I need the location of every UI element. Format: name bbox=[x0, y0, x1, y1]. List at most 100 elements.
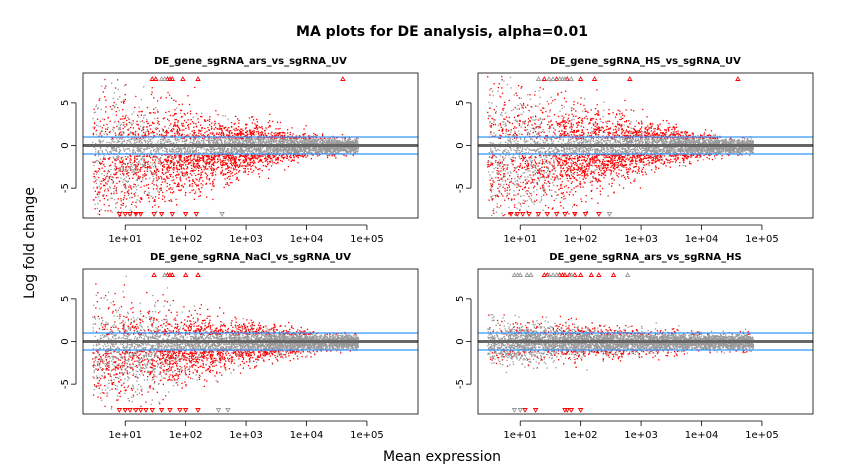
sig-gene-point bbox=[117, 158, 119, 161]
ns-gene-point bbox=[160, 163, 162, 165]
ns-gene-point bbox=[97, 160, 99, 162]
ns-gene-point bbox=[237, 149, 239, 151]
sig-gene-point bbox=[237, 132, 239, 134]
ns-gene-point bbox=[236, 151, 239, 153]
ns-gene-point bbox=[215, 141, 217, 143]
ns-gene-point bbox=[227, 118, 229, 120]
ns-gene-point bbox=[236, 148, 238, 150]
ns-gene-point bbox=[341, 138, 343, 140]
ns-gene-point bbox=[344, 154, 346, 157]
ns-gene-point bbox=[188, 152, 190, 154]
ns-gene-point bbox=[172, 151, 174, 153]
sig-gene-point bbox=[221, 169, 224, 171]
ns-gene-point bbox=[218, 142, 220, 144]
sig-gene-point bbox=[197, 160, 199, 162]
sig-gene-point bbox=[208, 137, 210, 139]
ns-gene-point bbox=[305, 139, 308, 141]
ns-gene-point bbox=[273, 151, 275, 153]
sig-gene-point bbox=[213, 124, 216, 126]
sig-gene-point bbox=[198, 189, 200, 191]
sig-gene-point bbox=[186, 171, 188, 174]
ns-gene-point bbox=[310, 150, 312, 152]
ns-gene-point bbox=[194, 139, 196, 141]
sig-gene-point bbox=[214, 120, 216, 122]
ns-gene-point bbox=[224, 115, 227, 117]
sig-gene-point bbox=[197, 121, 200, 123]
sig-gene-point bbox=[120, 200, 122, 202]
sig-gene-point bbox=[239, 155, 242, 158]
ns-gene-point bbox=[306, 142, 308, 144]
sig-gene-point bbox=[139, 212, 141, 214]
sig-gene-point bbox=[234, 173, 236, 175]
sig-gene-point bbox=[304, 133, 306, 135]
sig-gene-point bbox=[181, 137, 183, 139]
sig-gene-point bbox=[211, 127, 213, 129]
ns-gene-point bbox=[343, 138, 346, 140]
sig-gene-point bbox=[244, 158, 247, 160]
ns-gene-point bbox=[158, 152, 160, 154]
sig-gene-point bbox=[213, 179, 215, 181]
ns-gene-point bbox=[220, 149, 222, 151]
ns-gene-point bbox=[308, 149, 310, 151]
sig-gene-point bbox=[210, 189, 213, 191]
sig-gene-point bbox=[197, 184, 199, 186]
ns-gene-point bbox=[178, 147, 180, 149]
ns-gene-point bbox=[271, 140, 273, 143]
ns-gene-point bbox=[232, 140, 234, 142]
sig-gene-point bbox=[206, 130, 208, 133]
ns-gene-point bbox=[139, 149, 142, 152]
sig-gene-point bbox=[148, 155, 151, 157]
sig-gene-point bbox=[252, 156, 254, 158]
sig-gene-point bbox=[184, 194, 186, 196]
sig-gene-point bbox=[252, 162, 255, 165]
sig-gene-point bbox=[288, 159, 290, 161]
sig-gene-point bbox=[166, 167, 168, 169]
sig-gene-point bbox=[209, 118, 211, 120]
ns-gene-point bbox=[110, 142, 112, 144]
sig-gene-point bbox=[175, 156, 177, 158]
sig-gene-point bbox=[242, 130, 244, 132]
sig-gene-point bbox=[176, 160, 178, 162]
ns-gene-point bbox=[148, 192, 150, 194]
ns-gene-point bbox=[304, 150, 307, 153]
ns-gene-point bbox=[353, 142, 355, 144]
ns-gene-point bbox=[151, 173, 153, 175]
sig-gene-point bbox=[179, 177, 181, 179]
ns-gene-point bbox=[296, 140, 298, 142]
sig-gene-point bbox=[154, 112, 156, 114]
sig-gene-point bbox=[287, 129, 289, 131]
sig-gene-point bbox=[155, 156, 157, 158]
ns-gene-point bbox=[235, 149, 238, 151]
sig-gene-point bbox=[123, 131, 125, 133]
ns-gene-point bbox=[221, 147, 223, 149]
ns-gene-point bbox=[99, 142, 101, 144]
ns-gene-point bbox=[249, 149, 251, 152]
sig-gene-point bbox=[276, 137, 278, 139]
sig-gene-point bbox=[93, 128, 95, 130]
sig-gene-point bbox=[228, 154, 230, 156]
sig-gene-point bbox=[264, 158, 266, 160]
ns-gene-point bbox=[247, 139, 249, 141]
sig-gene-point bbox=[144, 161, 146, 164]
sig-gene-point bbox=[127, 156, 129, 158]
sig-gene-point bbox=[221, 171, 223, 173]
sig-gene-point bbox=[197, 170, 200, 172]
sig-gene-point bbox=[185, 159, 188, 162]
sig-gene-point bbox=[101, 180, 103, 182]
sig-gene-point bbox=[185, 172, 187, 174]
ns-gene-point bbox=[223, 148, 225, 150]
sig-gene-point bbox=[227, 183, 229, 185]
ns-gene-point bbox=[256, 142, 258, 144]
ns-gene-point bbox=[340, 150, 342, 152]
ns-gene-point bbox=[166, 151, 168, 153]
ns-gene-point bbox=[141, 157, 144, 159]
ns-gene-point bbox=[152, 133, 154, 135]
ns-gene-point bbox=[150, 149, 152, 152]
ns-gene-point bbox=[270, 146, 272, 148]
sig-gene-point bbox=[148, 133, 150, 135]
ns-gene-point bbox=[159, 158, 161, 160]
ns-gene-point bbox=[113, 92, 116, 94]
ns-gene-point bbox=[99, 133, 101, 135]
sig-gene-point bbox=[119, 160, 121, 162]
sig-gene-point bbox=[153, 97, 155, 99]
